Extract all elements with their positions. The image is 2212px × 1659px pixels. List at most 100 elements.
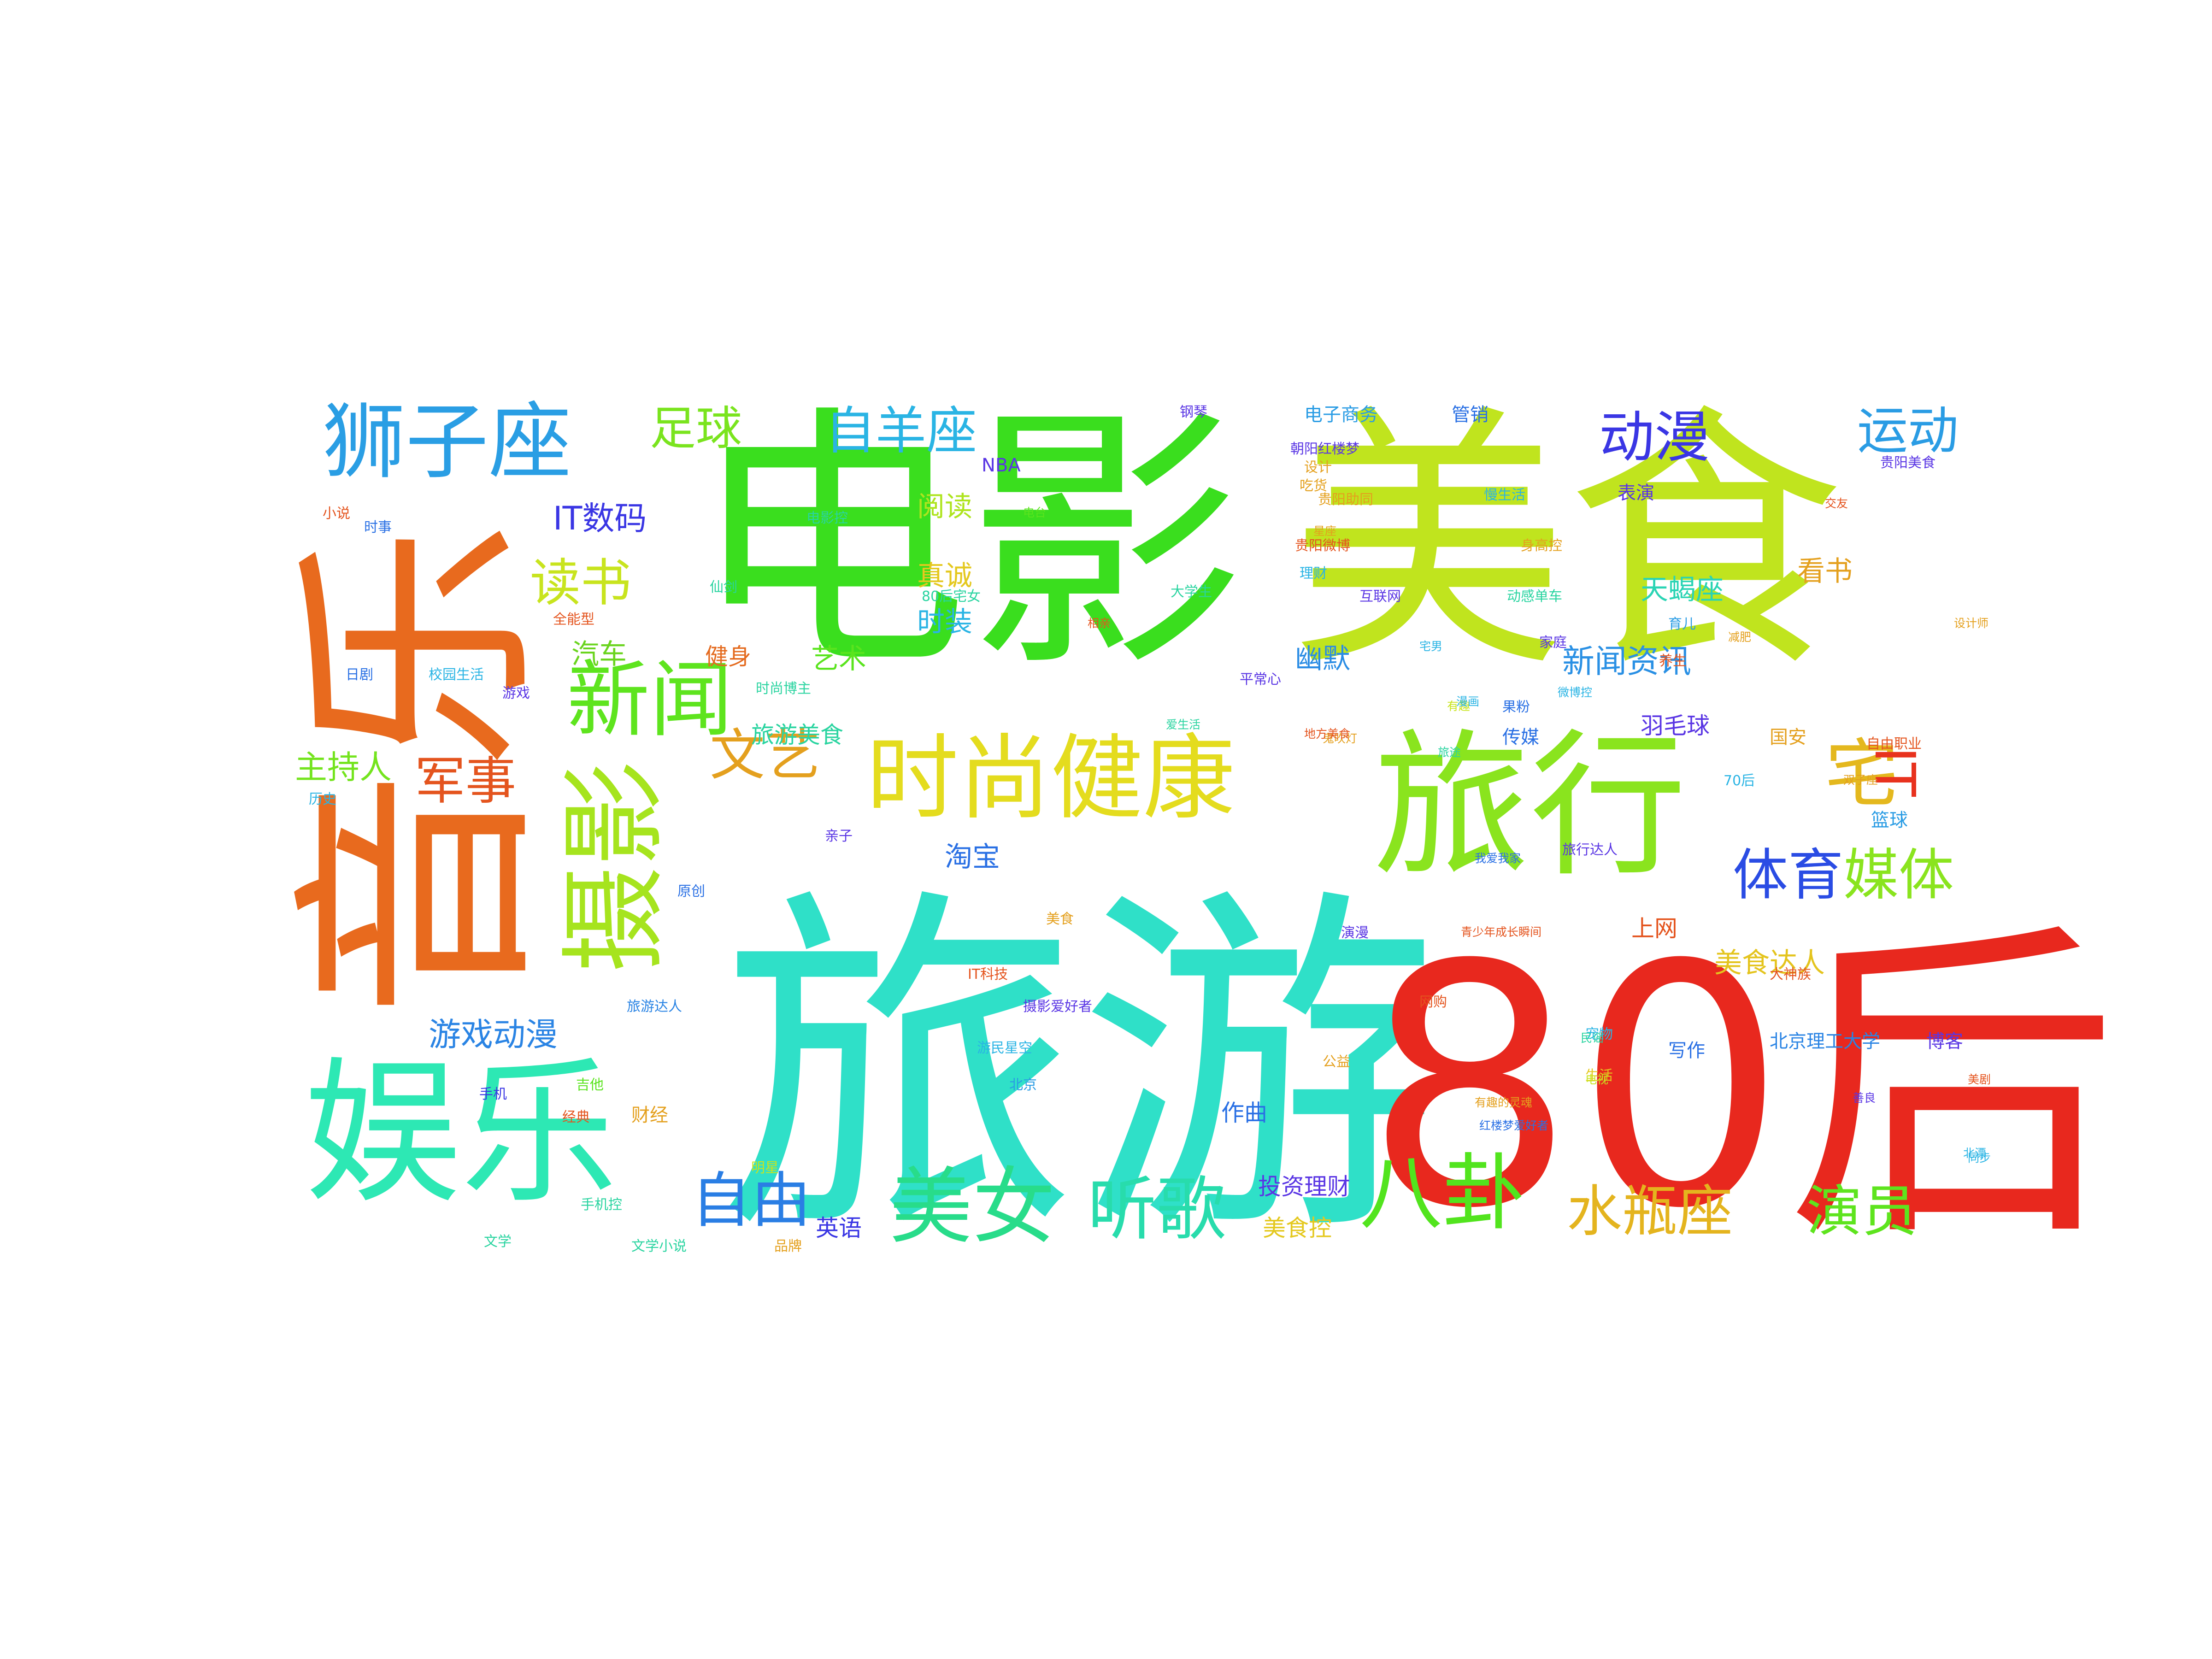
- word-youqudelinghun: 有趣的灵魂: [1475, 1096, 1533, 1109]
- word-sheji: 设计: [1304, 459, 1332, 476]
- word-qiche: 汽车: [571, 638, 627, 671]
- word-chuanmei: 传媒: [1502, 727, 1539, 748]
- word-junshi: 军事: [415, 752, 516, 811]
- word-caijing: 财经: [631, 1105, 668, 1126]
- word-shejishi: 设计师: [1954, 617, 1989, 630]
- word-yuanchuang: 原创: [677, 883, 705, 900]
- word-chihuo: 吃货: [1300, 478, 1327, 494]
- word-shanliang: 善良: [1853, 1091, 1876, 1105]
- word-yumaoqiu: 羽毛球: [1641, 712, 1710, 739]
- word-xinwenzixun: 新闻资讯: [1562, 642, 1691, 680]
- word-beijingligong: 北京理工大学: [1770, 1031, 1880, 1052]
- word-boke: 博客: [1926, 1031, 1963, 1052]
- word-yangsheng: 养生: [1659, 653, 1687, 669]
- word-shizhuang: 时装: [917, 606, 972, 638]
- word-wanggou: 网购: [1419, 994, 1447, 1010]
- word-nba: NBA: [982, 455, 1021, 476]
- word-tongbu: 同步: [1968, 1151, 1991, 1165]
- word-manshenghuo: 慢生活: [1484, 487, 1525, 503]
- word-honglouai: 红楼梦爱好者: [1479, 1119, 1549, 1132]
- word-xiaoyuanshenghuo: 校园生活: [429, 667, 484, 683]
- word-tiyu: 体育: [1733, 843, 1843, 907]
- word-shoujikong: 手机控: [581, 1197, 622, 1213]
- word-wenxuexiaoshuo: 文学小说: [631, 1238, 687, 1254]
- word-sheying: 摄影: [553, 760, 677, 972]
- word-itkeji: IT科技: [968, 966, 1008, 982]
- word-lvxingdaren: 旅行达人: [1562, 842, 1618, 858]
- word-woaiwojia: 我爱我家: [1475, 852, 1521, 865]
- word-80hou: 80后: [1364, 894, 2118, 1281]
- word-yanman: 演漫: [1341, 925, 1369, 941]
- word-jiaoyou: 交友: [1825, 497, 1848, 510]
- word-lvxing: 旅行: [1373, 715, 1687, 898]
- word-meishi: 美食: [1290, 382, 1843, 705]
- word-youxi: 游戏: [502, 685, 530, 701]
- word-guiyangmeishi: 贵阳美食: [1880, 455, 1936, 471]
- word-zhainan: 宅男: [1419, 640, 1443, 653]
- word-pingchangxin: 平常心: [1240, 671, 1281, 688]
- word-jingdian: 经典: [562, 1109, 590, 1125]
- word-guoan: 国安: [1770, 727, 1806, 748]
- word-zhai: 宅: [1825, 731, 1899, 817]
- word-meishidaren: 美食达人: [1714, 947, 1825, 979]
- word-yuedu: 阅读: [917, 491, 972, 523]
- word-tianxiezuo: 天蝎座: [1641, 574, 1724, 606]
- word-80houzhainv: 80后宅女: [922, 588, 981, 605]
- word-meishikong: 美食控: [1263, 1215, 1332, 1241]
- word-shizizuo: 狮子座: [323, 394, 572, 490]
- word-kanshu: 看书: [1797, 555, 1853, 588]
- word-meiti: 媒体: [1843, 843, 1954, 907]
- word-lanqiu: 篮球: [1871, 810, 1908, 831]
- word-pinpai: 品牌: [774, 1238, 802, 1254]
- word-youmo: 幽默: [1295, 643, 1350, 675]
- word-yanyuan: 演员: [1806, 1180, 1917, 1244]
- word-xiaoshuo: 小说: [323, 506, 350, 522]
- word-chongwu: 宠物: [1585, 1026, 1613, 1042]
- word-donggandanche: 动感单车: [1507, 588, 1562, 605]
- word-sheyingaihaozhe: 摄影爱好者: [1023, 999, 1092, 1015]
- word-youqu: 有趣: [1447, 700, 1471, 713]
- word-jiating: 家庭: [1539, 635, 1567, 651]
- word-zhuchiren: 主持人: [295, 748, 392, 786]
- word-zuqiu: 足球: [650, 401, 742, 455]
- word-guichuideng: 鬼吹灯: [1323, 732, 1358, 745]
- word-youminxingkong: 游民星空: [977, 1040, 1032, 1056]
- word-daxuesheng: 大学生: [1171, 584, 1212, 600]
- word-lvtu: 旅途: [1438, 746, 1461, 759]
- word-dianzishangwu: 电子商务: [1304, 404, 1378, 425]
- word-touzilicai: 投资理财: [1258, 1173, 1350, 1200]
- word-gongyi: 公益: [1323, 1054, 1350, 1070]
- word-licai: 理财: [1300, 565, 1327, 582]
- word-meishi-small: 美食: [1046, 911, 1074, 927]
- word-guiyangweibo: 贵阳微博: [1295, 538, 1350, 554]
- word-shuangzizuo: 双子座: [1843, 773, 1878, 787]
- word-xianjian: 仙剑: [710, 579, 737, 595]
- word-diantai: 电台: [1023, 506, 1047, 519]
- word-xinwen: 新闻: [567, 652, 733, 748]
- word-weibokong: 微博控: [1558, 686, 1593, 699]
- word-dianyingkong: 电影控: [806, 510, 848, 526]
- word-youxidongman: 游戏动漫: [429, 1016, 558, 1053]
- word-qingshaonian: 青少年成长瞬间: [1461, 925, 1542, 939]
- word-riju: 日剧: [346, 667, 373, 683]
- word-difangmeishi: 地方美食: [1304, 727, 1351, 741]
- word-ziyangzuo: 自羊座: [825, 401, 977, 460]
- word-lishi: 历史: [309, 791, 336, 807]
- word-70hou: 70后: [1724, 773, 1755, 789]
- word-guanxiao: 管销: [1452, 404, 1488, 425]
- word-meiju: 美剧: [1968, 1073, 1991, 1086]
- word-shenghuo: 生活: [1585, 1068, 1613, 1084]
- word-zhencheng: 真诚: [917, 560, 972, 592]
- word-dushu: 读书: [530, 553, 631, 612]
- word-tingge: 听歌: [1088, 1170, 1226, 1250]
- word-ziyouzhiye: 自由职业: [1866, 736, 1922, 752]
- word-dongman: 动漫: [1599, 406, 1710, 470]
- word-biaoyan: 表演: [1618, 482, 1654, 504]
- word-shangwang: 上网: [1631, 915, 1677, 942]
- word-yule: 娱乐: [304, 1042, 618, 1225]
- word-zuoqu: 作曲: [1221, 1100, 1267, 1126]
- word-shishangbozhu: 时尚博主: [756, 681, 811, 697]
- word-meinv: 美女: [889, 1159, 1056, 1255]
- word-yuer: 育儿: [1668, 616, 1696, 632]
